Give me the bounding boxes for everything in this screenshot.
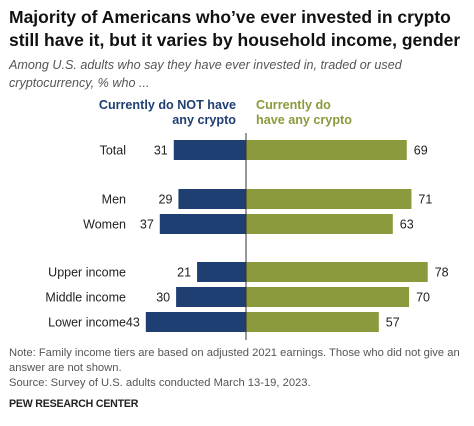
- note-text: Note: Family income tiers are based on a…: [9, 347, 460, 374]
- bar-have-2: [246, 214, 393, 234]
- bar-not-have-5: [145, 312, 246, 332]
- brand-logo-text: PEW RESEARCH CENTER: [9, 398, 139, 410]
- value-label-not-have-1: 29: [159, 193, 173, 207]
- bar-have-5: [246, 312, 379, 332]
- chart-title: Majority of Americans who’ve ever invest…: [9, 7, 461, 50]
- bar-not-have-3: [197, 262, 246, 282]
- legend-not-have-line-2: any crypto: [172, 113, 236, 127]
- value-label-not-have-2: 37: [140, 218, 154, 232]
- category-label-4: Middle income: [45, 291, 126, 305]
- legend-not-have-line-1: Currently do NOT have: [99, 98, 236, 112]
- legend-have-line-2: have any crypto: [256, 113, 352, 127]
- value-label-have-3: 78: [435, 266, 449, 280]
- category-label-3: Upper income: [48, 266, 126, 280]
- category-label-2: Women: [83, 218, 126, 232]
- footnote: Note: Family income tiers are based on a…: [9, 346, 469, 391]
- bar-have-0: [246, 140, 407, 160]
- bar-have-4: [246, 287, 410, 307]
- value-label-not-have-0: 31: [154, 144, 168, 158]
- value-label-not-have-5: 43: [126, 316, 140, 330]
- value-label-have-5: 57: [386, 316, 400, 330]
- bar-not-have-2: [159, 214, 246, 234]
- value-label-not-have-3: 21: [177, 266, 191, 280]
- source-text: Source: Survey of U.S. adults conducted …: [9, 377, 311, 389]
- category-label-0: Total: [100, 144, 126, 158]
- value-label-have-0: 69: [414, 144, 428, 158]
- category-label-1: Men: [102, 193, 126, 207]
- value-label-have-4: 70: [416, 291, 430, 305]
- legend-have-line-1: Currently do: [256, 98, 331, 112]
- chart-subtitle: Among U.S. adults who say they have ever…: [9, 58, 402, 90]
- bar-not-have-0: [173, 140, 246, 160]
- bar-not-have-4: [176, 287, 246, 307]
- bar-have-1: [246, 189, 412, 209]
- bar-have-3: [246, 262, 428, 282]
- value-label-have-1: 71: [418, 193, 432, 207]
- value-label-have-2: 63: [400, 218, 414, 232]
- category-label-5: Lower income: [48, 316, 126, 330]
- value-label-not-have-4: 30: [156, 291, 170, 305]
- bar-not-have-1: [178, 189, 246, 209]
